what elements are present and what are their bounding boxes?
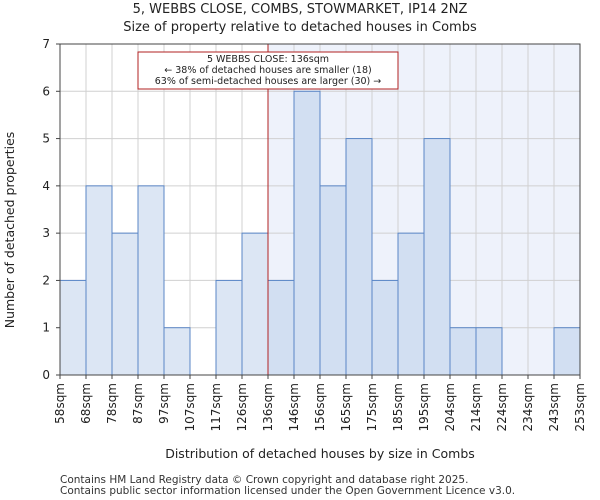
chart-title: 5, WEBBS CLOSE, COMBS, STOWMARKET, IP14 … <box>132 2 468 17</box>
y-tick-label: 6 <box>42 84 50 98</box>
x-tick-label: 126sqm <box>235 383 249 431</box>
x-tick-label: 253sqm <box>573 383 587 431</box>
bar-175sqm <box>371 279 399 376</box>
bar-156sqm <box>319 185 347 376</box>
x-tick-label: 117sqm <box>209 383 223 431</box>
bar-243sqm <box>553 327 581 376</box>
x-tick-label: 185sqm <box>391 383 405 431</box>
x-tick-label: 165sqm <box>339 383 353 431</box>
x-tick-label: 78sqm <box>105 383 119 424</box>
annotation-box <box>137 51 399 90</box>
annotation-line1: 5 WEBBS CLOSE: 136sqm <box>207 54 329 65</box>
bar-68sqm <box>85 185 113 376</box>
y-tick-label: 7 <box>42 37 50 51</box>
bar-195sqm <box>423 138 451 376</box>
y-tick-label: 5 <box>42 132 50 146</box>
bar-136sqm <box>267 279 295 376</box>
x-tick-label: 146sqm <box>287 383 301 431</box>
chart-subtitle: Size of property relative to detached ho… <box>123 20 477 35</box>
y-axis-label: Number of detached properties <box>2 132 17 329</box>
x-tick-label: 136sqm <box>261 383 275 431</box>
bar-204sqm <box>449 327 477 376</box>
x-tick-label: 68sqm <box>79 383 93 424</box>
annotation-line2: ← 38% of detached houses are smaller (18… <box>164 65 371 76</box>
x-tick-label: 204sqm <box>443 383 457 431</box>
y-tick-label: 4 <box>42 179 50 193</box>
bar-214sqm <box>475 327 503 376</box>
x-tick-label: 175sqm <box>365 383 379 431</box>
footer-line-1: Contains HM Land Registry data © Crown c… <box>60 474 469 486</box>
y-tick-label: 2 <box>42 273 50 287</box>
bar-87sqm <box>137 185 165 376</box>
x-tick-label: 224sqm <box>495 383 509 431</box>
footer-line-2: Contains public sector information licen… <box>60 485 516 497</box>
bar-146sqm <box>293 90 321 376</box>
x-tick-label: 87sqm <box>131 383 145 424</box>
bar-58sqm <box>59 279 87 376</box>
annotation-line3: 63% of semi-detached houses are larger (… <box>155 76 382 87</box>
x-tick-label: 234sqm <box>521 383 535 431</box>
bar-185sqm <box>397 232 425 376</box>
bar-78sqm <box>111 232 139 376</box>
x-tick-label: 97sqm <box>157 383 171 424</box>
x-tick-label: 243sqm <box>547 383 561 431</box>
bar-165sqm <box>345 138 373 376</box>
bar-126sqm <box>241 232 269 376</box>
x-axis-label: Distribution of detached houses by size … <box>165 446 475 461</box>
bar-97sqm <box>163 327 191 376</box>
x-tick-label: 214sqm <box>469 383 483 431</box>
y-tick-label: 0 <box>42 368 50 382</box>
x-tick-label: 195sqm <box>417 383 431 431</box>
x-tick-label: 107sqm <box>183 383 197 431</box>
y-tick-label: 3 <box>42 226 50 240</box>
x-tick-label: 58sqm <box>53 383 67 424</box>
bar-117sqm <box>215 279 243 376</box>
x-tick-label: 156sqm <box>313 383 327 431</box>
y-tick-label: 1 <box>42 321 50 335</box>
